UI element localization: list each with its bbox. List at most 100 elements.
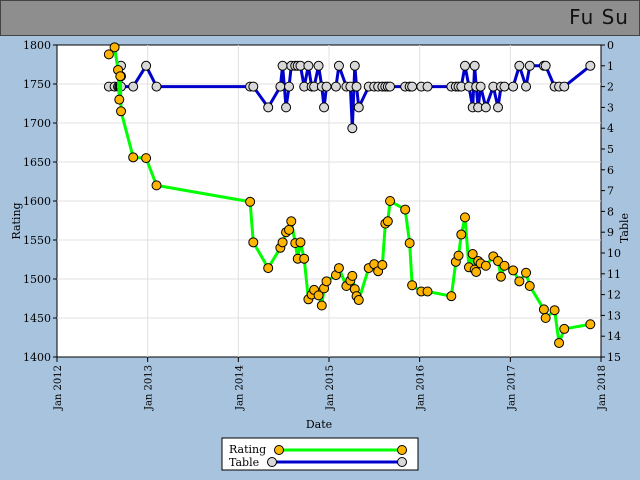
x-tick-label: Jan 2016 <box>416 365 427 411</box>
table-point <box>559 81 570 92</box>
y-left-tick-label: 1700 <box>23 117 51 130</box>
legend-marker-table-start <box>267 457 277 467</box>
rating-point <box>554 337 565 348</box>
legend-label-table: Table <box>229 456 259 469</box>
y-right-tick-label: 13 <box>607 309 621 322</box>
y-axis-right-label: Table <box>618 213 631 243</box>
rating-point <box>521 267 532 278</box>
axes: Jan 2012 Jan 2013 Jan 2014 Jan 2015 Jan 2016… <box>23 39 621 411</box>
rating-point <box>114 94 125 105</box>
table-point <box>385 81 396 92</box>
y-left-tick-label: 1800 <box>23 39 51 52</box>
table-point <box>303 60 314 71</box>
rating-point <box>128 152 139 163</box>
rating-point <box>404 238 415 249</box>
x-tick-label: Jan 2013 <box>144 365 155 411</box>
y-right-tick-label: 0 <box>607 39 614 52</box>
legend-marker-rating-end <box>397 445 407 455</box>
rating-point <box>382 216 393 227</box>
y-right-tick-label: 7 <box>607 185 614 198</box>
rating-point <box>508 265 519 276</box>
table-point <box>493 102 504 113</box>
rating-point <box>495 271 506 282</box>
x-tick-label: Jan 2014 <box>234 365 245 411</box>
rating-point <box>245 196 256 207</box>
rating-point <box>151 180 162 191</box>
legend-box <box>221 437 419 471</box>
rating-point <box>385 196 396 206</box>
rating-point <box>524 281 535 292</box>
table-point <box>475 81 486 92</box>
table-line <box>108 64 592 130</box>
legend-marker-table-end <box>397 457 407 467</box>
rating-point <box>116 106 127 117</box>
rating-point <box>115 71 126 82</box>
y-right-tick-label: 11 <box>607 268 621 281</box>
table-series <box>103 60 596 134</box>
table-point <box>349 60 360 71</box>
table-point <box>141 60 152 71</box>
table-point <box>281 102 292 113</box>
rating-point <box>103 49 114 60</box>
table-point <box>277 60 288 71</box>
y-right-tick-label: 10 <box>607 247 621 260</box>
player-name: Fu Su <box>569 5 629 29</box>
legend-label-rating: Rating <box>229 443 266 456</box>
rating-point <box>499 260 510 271</box>
x-axis-label: Date <box>306 418 332 431</box>
rating-point <box>353 295 364 306</box>
y-right-tick-label: 15 <box>607 351 621 364</box>
x-tick-label: Jan 2017 <box>506 365 517 411</box>
y-right-tick-label: 14 <box>607 330 621 343</box>
x-tick-label: Jan 2012 <box>53 365 64 411</box>
table-point <box>275 81 286 92</box>
rating-point <box>263 263 274 274</box>
table-point <box>284 81 295 92</box>
rating-point <box>585 319 596 330</box>
rating-point <box>248 237 259 248</box>
rating-point <box>109 42 120 53</box>
table-point <box>351 81 362 92</box>
rating-point <box>313 290 324 301</box>
table-point <box>333 60 344 71</box>
y-left-tick-label: 1400 <box>23 351 51 364</box>
rating-point <box>540 313 551 323</box>
rating-point <box>286 216 297 227</box>
table-point <box>480 102 491 113</box>
y-right-tick-label: 2 <box>607 81 614 94</box>
y-left-tick-label: 1600 <box>23 195 51 208</box>
rating-point <box>333 263 344 274</box>
rating-point <box>141 153 152 164</box>
table-point <box>524 60 535 71</box>
table-point <box>499 81 510 92</box>
rating-point <box>277 237 288 248</box>
table-point <box>248 81 259 92</box>
rating-point <box>284 224 295 235</box>
y-axis-left-label: Rating <box>10 202 23 239</box>
rating-point <box>400 204 411 215</box>
y-right-tick-label: 3 <box>607 101 614 114</box>
rating-point <box>299 253 310 264</box>
rating-point <box>422 286 433 297</box>
rating-point <box>538 304 549 315</box>
rating-point <box>453 250 464 261</box>
table-point <box>521 81 532 92</box>
table-point <box>151 81 162 92</box>
table-point <box>422 81 433 92</box>
table-point <box>330 81 341 92</box>
y-right-tick-label: 6 <box>607 164 614 177</box>
table-point <box>263 102 274 113</box>
rating-point <box>480 260 491 271</box>
table-point <box>469 60 480 71</box>
table-point <box>585 60 596 71</box>
rating-point <box>446 291 457 302</box>
y-left-tick-label: 1650 <box>23 156 51 169</box>
rating-series <box>103 42 596 348</box>
rating-point <box>467 249 478 260</box>
table-point <box>321 81 332 92</box>
table-point <box>128 81 139 92</box>
table-point <box>407 81 418 92</box>
y-right-tick-label: 9 <box>607 226 614 239</box>
